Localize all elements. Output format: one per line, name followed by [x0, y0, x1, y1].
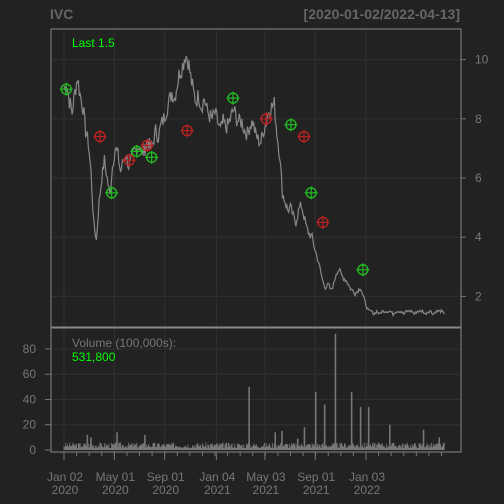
date-tick-year-label: 2020	[152, 483, 179, 497]
volume-bars-base	[63, 442, 445, 450]
date-tick-year-label: 2020	[102, 483, 129, 497]
volume-axis: 0 20 40 60 80	[23, 342, 51, 457]
sell-marker	[140, 138, 154, 152]
price-tick-label: 6	[475, 171, 482, 185]
date-tick-year-label: 2021	[303, 483, 330, 497]
date-tick-year-label: 2022	[354, 483, 381, 497]
buy-marker	[284, 118, 298, 132]
volume-value-label: 531,800	[72, 350, 116, 364]
date-tick-year-label: 2021	[204, 483, 231, 497]
volume-tick-label: 0	[29, 443, 36, 457]
volume-tick-label: 20	[23, 418, 37, 432]
buy-marker	[145, 150, 159, 164]
trade-markers	[59, 82, 370, 277]
volume-label: Volume (100,000s):	[72, 336, 176, 350]
buy-marker	[304, 186, 318, 200]
price-tick-label: 10	[475, 53, 489, 67]
date-tick-label: Jan 03	[349, 470, 385, 484]
volume-bars	[63, 333, 445, 450]
price-axis: 2 4 6 8 10	[461, 53, 489, 303]
price-line	[63, 55, 445, 318]
price-tick-label: 2	[475, 289, 482, 303]
sell-marker	[316, 215, 330, 229]
sell-marker	[93, 130, 107, 144]
price-tick-label: 4	[475, 230, 482, 244]
buy-marker	[356, 263, 370, 277]
volume-tick-label: 60	[23, 367, 37, 381]
buy-marker	[59, 82, 73, 96]
sell-marker	[259, 112, 273, 126]
date-tick-label: May 01	[96, 470, 136, 484]
sell-marker	[180, 124, 194, 138]
date-tick-year-label: 2020	[52, 483, 79, 497]
volume-panel-frame	[50, 327, 462, 453]
date-tick-label: May 03	[246, 470, 286, 484]
date-tick-year-label: 2021	[253, 483, 280, 497]
date-tick-label: Jan 04	[199, 470, 235, 484]
buy-marker	[105, 186, 119, 200]
buy-marker	[226, 91, 240, 105]
buy-marker	[130, 144, 144, 158]
grid-layer	[52, 30, 460, 451]
last-price-label: Last 1.5	[72, 36, 115, 50]
date-tick-label: Sep 01	[147, 470, 185, 484]
price-tick-label: 8	[475, 112, 482, 126]
date-tick-label: Sep 01	[297, 470, 335, 484]
date-range-title: [2020-01-02/2022-04-13]	[304, 6, 460, 22]
volume-tick-label: 40	[23, 392, 37, 406]
sell-marker	[297, 130, 311, 144]
date-tick-label: Jan 02	[47, 470, 83, 484]
symbol-title: IVC	[50, 6, 73, 22]
volume-tick-label: 80	[23, 342, 37, 356]
sell-marker	[122, 153, 136, 167]
